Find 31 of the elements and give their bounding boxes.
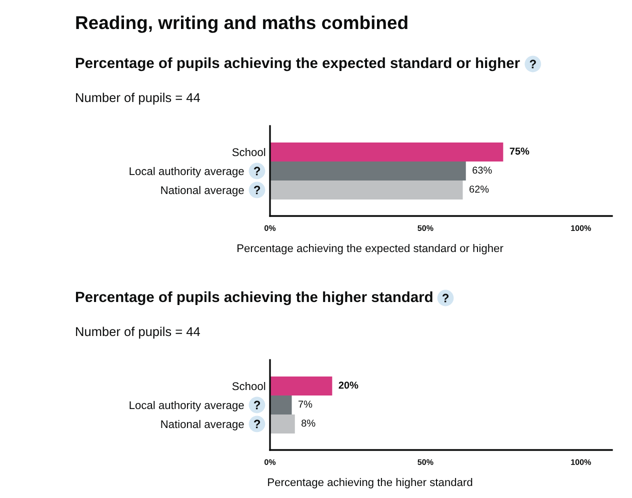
chart-title: Reading, writing and maths combined xyxy=(76,16,408,33)
y-tick-label: Local authority average xyxy=(130,166,244,178)
bar xyxy=(270,142,504,162)
y-tick-label: National average xyxy=(161,186,244,196)
bar xyxy=(270,396,292,414)
data-label: 62% xyxy=(470,186,489,193)
chart-subtitle: Percentage of pupils achieving the expected standard or higher xyxy=(76,57,520,72)
chart-subtitle: Percentage of pupils achieving the higher standard xyxy=(76,291,432,306)
text: Number of pupils = 44 xyxy=(76,326,200,339)
x-tick-label: 50% xyxy=(418,225,434,231)
data-label: 7% xyxy=(298,400,312,408)
x-axis-title: Percentage achieving the expected standard or higher xyxy=(238,244,504,254)
y-tick-label: Local authority average xyxy=(130,400,244,412)
x-tick-label: 0% xyxy=(264,225,276,231)
x-tick-label: 0% xyxy=(264,459,276,465)
x-tick-label: 50% xyxy=(418,459,434,465)
x-axis-title: Percentage achieving the higher standard xyxy=(268,478,472,488)
y-tick-label: School xyxy=(232,382,266,390)
data-label: 63% xyxy=(472,166,492,174)
y-tick-label: National average xyxy=(161,420,244,430)
bar xyxy=(270,376,332,396)
data-label: 8% xyxy=(302,420,316,427)
x-tick-label: 100% xyxy=(571,459,591,465)
y-tick-label: School xyxy=(232,148,266,156)
x-tick-label: 100% xyxy=(571,225,591,231)
data-label: 75% xyxy=(510,148,530,155)
data-label: 20% xyxy=(338,382,358,389)
bar xyxy=(270,180,463,200)
bar xyxy=(270,162,466,180)
bar xyxy=(270,414,295,434)
text: Number of pupils = 44 xyxy=(76,92,200,105)
